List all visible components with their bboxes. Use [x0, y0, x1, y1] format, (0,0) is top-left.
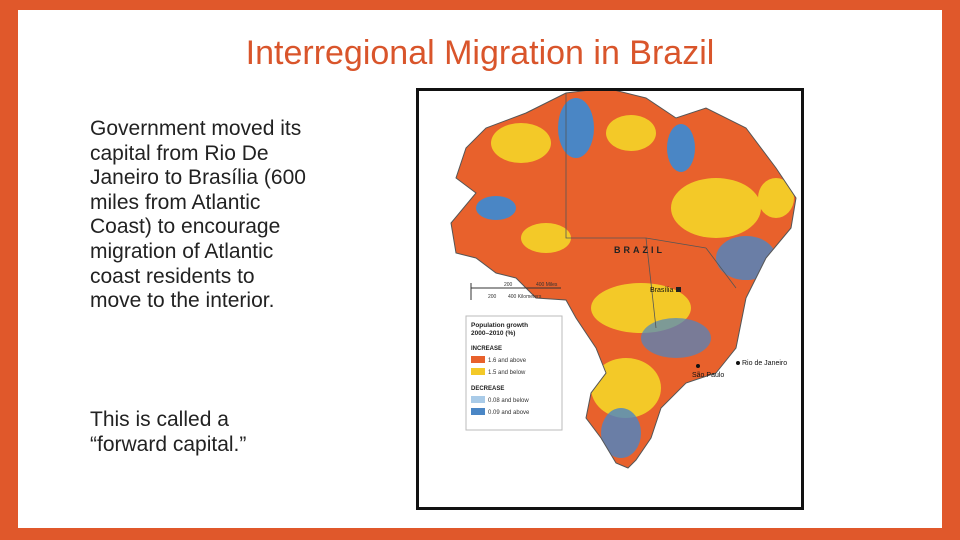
scale-bar: 200 400 Miles 200 400 Kilometers — [470, 282, 561, 300]
legend-item: 0.08 and below — [488, 398, 529, 404]
text-line: Coast) to encourage — [90, 215, 281, 239]
legend-heading: DECREASE — [471, 386, 504, 392]
city-marker — [696, 364, 700, 368]
map-image: BRAZIL Brasília São Paulo Rio de Janeiro… — [416, 87, 804, 510]
scale-label: 400 Kilometers — [508, 294, 542, 300]
text-line: Janeiro to Brasília (600 — [90, 166, 306, 190]
legend-title: Population growth — [471, 322, 528, 329]
text-line: coast residents to — [90, 264, 255, 288]
text-line: capital from Rio De — [90, 141, 269, 165]
map-fill — [451, 88, 796, 468]
map: BRAZIL Brasília São Paulo Rio de Janeiro… — [450, 87, 797, 469]
city-label: Brasília — [650, 287, 673, 294]
paragraph: This is called a “forward capital.” — [90, 408, 246, 457]
legend-item: 0.09 and above — [488, 410, 530, 416]
state-borders — [565, 93, 737, 329]
paragraph: Government moved its capital from Rio De… — [90, 117, 306, 314]
scale-label: 200 — [504, 282, 513, 288]
slide-title: Interregional Migration in Brazil — [245, 34, 715, 72]
city-label: São Paulo — [692, 372, 724, 379]
legend-item: 1.6 and above — [488, 358, 527, 364]
text-line: migration of Atlantic — [90, 239, 274, 263]
text-line: This is called a — [90, 408, 229, 431]
country-label: BRAZIL — [614, 245, 665, 255]
city-label: Rio de Janeiro — [742, 360, 787, 367]
legend-item: 1.5 and below — [488, 370, 526, 376]
scale-label: 200 — [488, 294, 497, 300]
scale-label: 400 Miles — [536, 282, 558, 288]
legend: Population growth 2000–2010 (%) INCREASE… — [465, 315, 563, 431]
text-line: move to the interior. — [90, 289, 275, 313]
legend-heading: INCREASE — [471, 346, 502, 352]
city-marker — [736, 361, 740, 365]
legend-title: 2000–2010 (%) — [471, 330, 515, 337]
text-line: Government moved its — [90, 117, 302, 140]
capital-marker — [676, 287, 681, 292]
text-line: miles from Atlantic — [90, 190, 261, 214]
text-line: “forward capital.” — [90, 432, 247, 456]
